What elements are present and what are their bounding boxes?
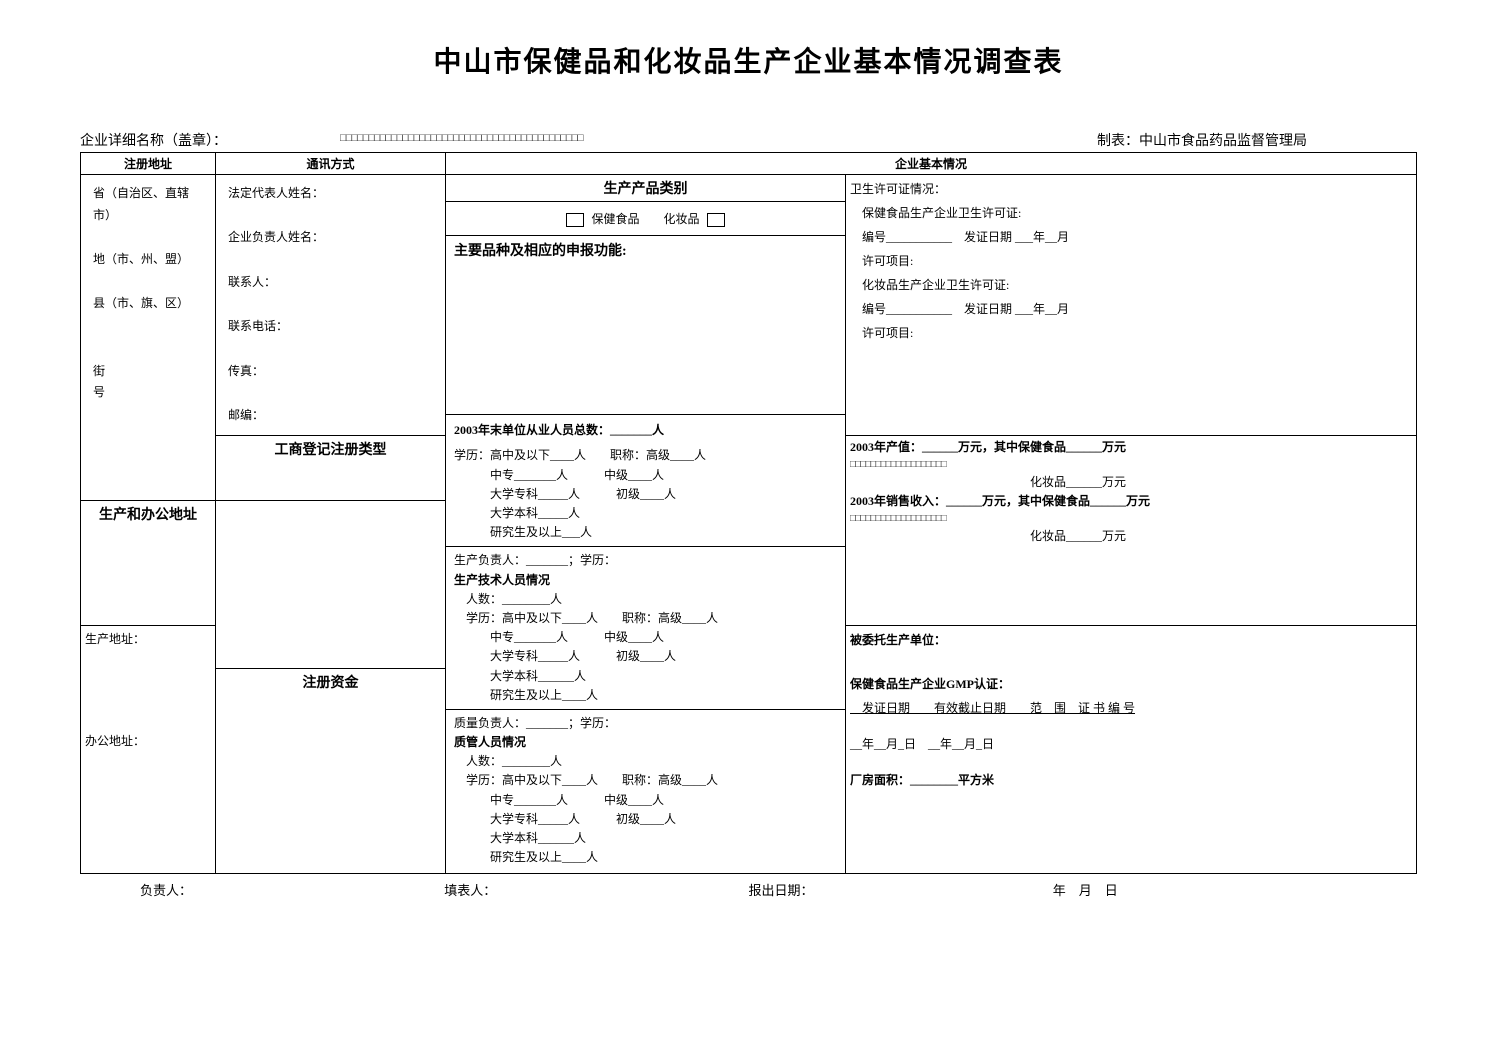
reg-capital-blank [216,695,445,795]
footer-filler: 填表人： [444,880,748,899]
contact-block: 法定代表人姓名： 企业负责人姓名： 联系人： 联系电话： 传真： 邮编： [220,177,441,433]
reg-type-blank [216,500,446,668]
page-title: 中山市保健品和化妆品生产企业基本情况调查表 [80,40,1417,80]
footer-row: 负责人： 填表人： 报出日期： 年 月 日 [80,874,1417,899]
company-name-label: 企业详细名称（盖章）： [80,130,340,150]
prod-office-head: 生产和办公地址 [81,501,215,527]
prod-office-block: 生产地址： 办公地址： [81,625,216,874]
staff-block: 2003年末单位从业人员总数：_______人 学历：高中及以下____人 职称… [446,415,846,874]
hdr-addr: 注册地址 [81,153,216,175]
category-checks: 保健食品 化妆品 [446,202,845,235]
addr-block-1: 省（自治区、直辖市） 地（市、州、盟） 县（市、旗、区） 街 号 [85,177,211,410]
reg-capital-head: 注册资金 [216,669,445,695]
cosmetic-check[interactable] [707,213,725,227]
health-food-check[interactable] [566,213,584,227]
prod-cat-head: 生产产品类别 [446,175,845,202]
made-by: 制表：中山市食品药品监督管理局 [1097,130,1417,150]
footer-date: 年 月 日 [1053,880,1357,899]
hdr-basic: 企业基本情况 [446,153,1417,175]
varieties-blank [446,264,845,414]
meta-row: 企业详细名称（盖章）： □□□□□□□□□□□□□□□□□□□□□□□□□□□□… [80,130,1417,150]
gmp-block: 被委托生产单位： 保健食品生产企业GMP认证： 发证日期 有效截止日期 范 围 … [846,625,1417,874]
footer-date-label: 报出日期： [749,880,1053,899]
footer-leader: 负责人： [140,880,444,899]
survey-table: 注册地址 通讯方式 企业基本情况 省（自治区、直辖市） 地（市、州、盟） 县（市… [80,152,1417,874]
reg-type-head: 工商登记注册类型 [216,436,445,462]
hdr-contact: 通讯方式 [216,153,446,175]
permit-block: 卫生许可证情况： 保健食品生产企业卫生许可证: 编号___________ 发证… [846,175,1417,436]
name-boxes: □□□□□□□□□□□□□□□□□□□□□□□□□□□□□□□□□□□□□□□□… [340,130,1097,150]
main-varieties-head: 主要品种及相应的申报功能: [446,235,845,264]
output-block: 2003年产值：______万元，其中保健食品______万元 □□□□□□□□… [846,435,1417,625]
